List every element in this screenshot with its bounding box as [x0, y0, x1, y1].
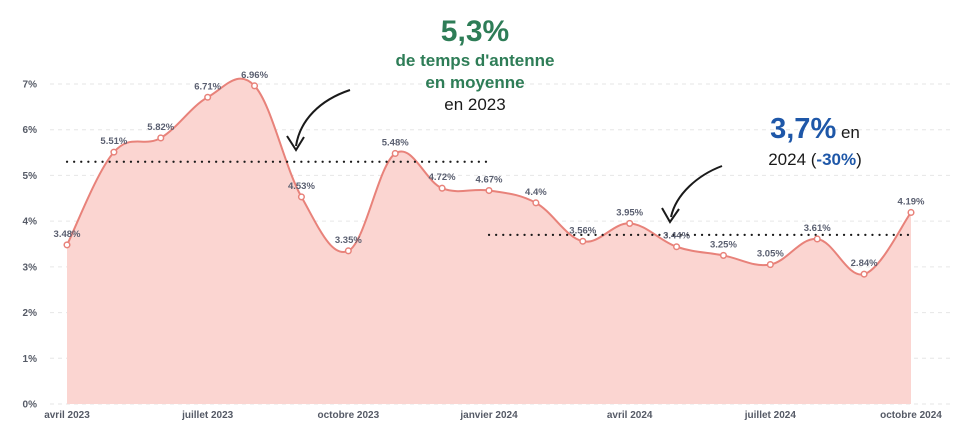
data-label: 2.84%	[851, 258, 878, 269]
data-points	[63, 82, 915, 278]
y-tick-label: 3%	[23, 262, 38, 273]
annotation-2024-year: 2024 (	[768, 150, 817, 169]
annotation-2023-line1: de temps d'antenne	[395, 51, 555, 70]
annotation-2024-value: 3,7%	[770, 113, 837, 145]
data-point	[63, 241, 71, 249]
annotation-2024-close: )	[856, 150, 862, 169]
data-label: 5.82%	[147, 122, 174, 133]
data-label: 4.53%	[288, 181, 315, 192]
x-tick-label: juillet 2024	[744, 410, 797, 421]
x-axis-ticks: avril 2023 juillet 2023 octobre 2023 janvie…	[44, 410, 942, 421]
y-tick-label: 5%	[23, 171, 38, 182]
data-label: 4.67%	[476, 175, 503, 186]
y-tick-label: 6%	[23, 125, 38, 136]
data-label: 6.96%	[241, 70, 268, 81]
arrow-2024	[661, 165, 723, 224]
y-tick-label: 4%	[23, 217, 38, 228]
data-point	[204, 93, 212, 101]
annotation-2023: 5,3% de temps d'antenne en moyenne en 20…	[360, 14, 590, 116]
y-tick-label: 1%	[23, 354, 38, 365]
data-point	[813, 235, 821, 243]
annotation-2023-line3: en 2023	[444, 95, 506, 114]
annotation-2023-value: 5,3%	[440, 15, 510, 48]
data-label: 3.44%	[663, 231, 690, 242]
data-point	[297, 193, 305, 201]
data-label: 5.48%	[382, 137, 409, 148]
x-tick-label: octobre 2023	[317, 410, 379, 421]
data-label: 3.95%	[616, 207, 643, 218]
data-point	[485, 186, 493, 195]
x-tick-label: avril 2023	[44, 410, 90, 421]
data-point	[391, 149, 399, 158]
data-point	[438, 184, 446, 192]
data-point	[251, 82, 259, 90]
data-label: 3.56%	[569, 225, 596, 236]
y-tick-label: 2%	[23, 308, 38, 319]
data-label: 3.61%	[804, 223, 831, 234]
data-point	[532, 199, 540, 207]
arrow-2023	[286, 89, 351, 152]
data-point	[719, 251, 727, 259]
data-point	[344, 247, 352, 255]
y-tick-label: 7%	[23, 80, 38, 91]
x-tick-label: janvier 2024	[459, 410, 518, 421]
data-label: 4.19%	[898, 196, 925, 207]
data-labels: 3.48% 5.51% 5.82% 6.71% 6.96% 4.53% 3.35% 5.48%…	[54, 70, 925, 269]
data-point	[157, 134, 165, 142]
annotation-2024-change: -30%	[816, 150, 857, 169]
data-label: 3.05%	[757, 249, 784, 260]
annotation-2023-line2: en moyenne	[425, 73, 525, 92]
data-label: 4.4%	[525, 187, 547, 198]
data-point	[673, 243, 681, 251]
y-axis-ticks: 0% 1% 2% 3% 4% 5% 6% 7%	[23, 80, 38, 411]
data-label: 4.72%	[429, 172, 456, 183]
data-point	[860, 270, 868, 278]
data-label: 3.48%	[54, 229, 81, 240]
x-tick-label: juillet 2023	[181, 410, 234, 421]
reference-lines	[65, 160, 913, 236]
data-label: 3.25%	[710, 239, 737, 250]
data-point	[579, 237, 587, 245]
data-point	[626, 219, 634, 227]
data-point	[907, 208, 915, 217]
data-point	[766, 261, 774, 269]
data-label: 6.71%	[194, 81, 221, 92]
annotation-2024-suffix: en	[836, 123, 860, 142]
annotation-2024: 3,7% en 2024 (-30%)	[735, 113, 895, 172]
data-label: 5.51%	[100, 136, 127, 147]
y-tick-label: 0%	[23, 400, 38, 411]
data-label: 3.35%	[335, 235, 362, 246]
x-tick-label: octobre 2024	[880, 410, 942, 421]
x-tick-label: avril 2024	[607, 410, 653, 421]
data-point	[110, 148, 118, 156]
series-area	[67, 78, 911, 405]
